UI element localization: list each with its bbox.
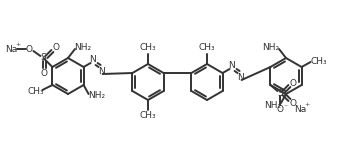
- Text: CH₃: CH₃: [140, 43, 156, 52]
- Text: O: O: [277, 105, 284, 114]
- Text: N: N: [228, 62, 235, 71]
- Text: CH₃: CH₃: [27, 88, 44, 97]
- Text: O: O: [26, 45, 33, 54]
- Text: S: S: [278, 88, 283, 97]
- Text: O: O: [53, 43, 60, 52]
- Text: NH₂: NH₂: [264, 102, 282, 111]
- Text: N: N: [89, 55, 96, 64]
- Text: N: N: [237, 74, 244, 83]
- Text: NH₂: NH₂: [88, 92, 105, 100]
- Text: Na: Na: [294, 105, 306, 114]
- Text: CH₃: CH₃: [140, 112, 156, 121]
- Text: ⁻: ⁻: [283, 102, 288, 112]
- Text: +: +: [16, 41, 21, 47]
- Text: CH₃: CH₃: [199, 43, 215, 52]
- Text: +: +: [305, 102, 310, 107]
- Text: O: O: [290, 78, 297, 88]
- Text: CH₃: CH₃: [310, 57, 327, 66]
- Text: O: O: [41, 69, 48, 78]
- Text: Na: Na: [5, 45, 17, 54]
- Text: NH₂: NH₂: [262, 43, 280, 52]
- Text: NH₂: NH₂: [75, 43, 92, 52]
- Text: O: O: [290, 98, 297, 107]
- Text: N: N: [98, 67, 105, 76]
- Text: S: S: [40, 54, 46, 62]
